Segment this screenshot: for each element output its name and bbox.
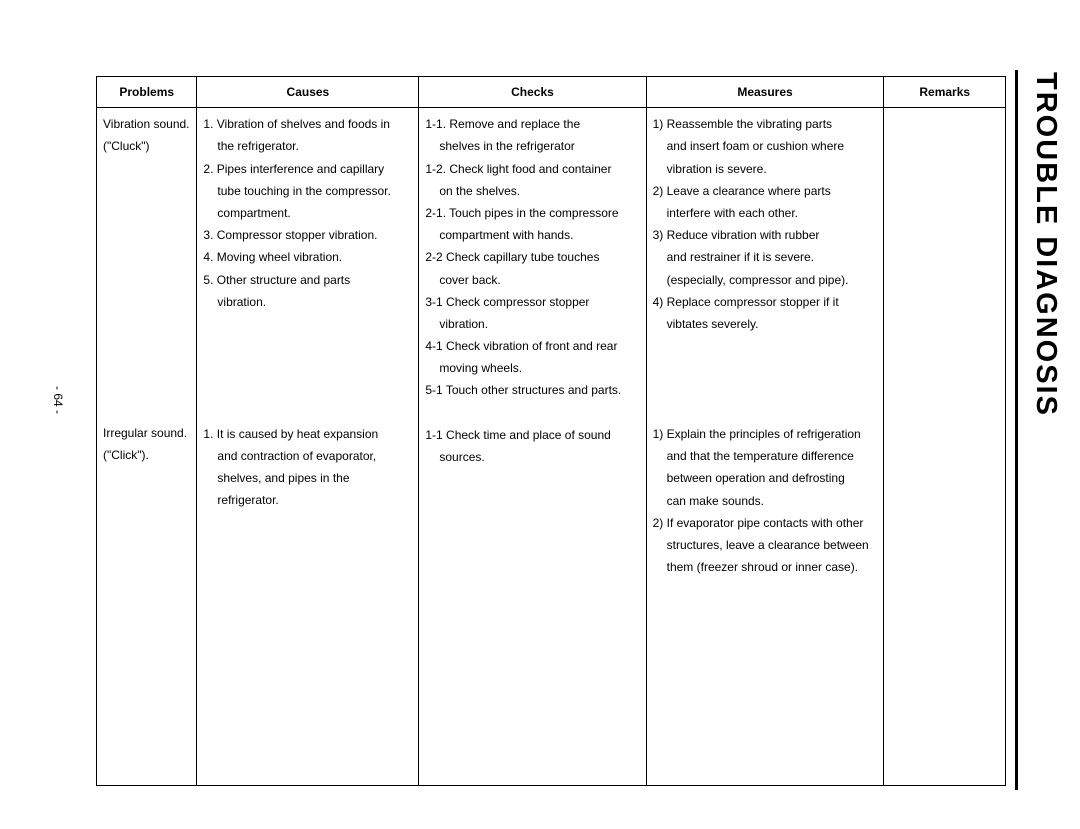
- header-problems: Problems: [97, 77, 197, 108]
- table-header-row: Problems Causes Checks Measures Remarks: [97, 77, 1006, 108]
- cell-checks: 1-1. Remove and replace the shelves in t…: [419, 108, 646, 786]
- header-causes: Causes: [197, 77, 419, 108]
- section-title: TROUBLE DIAGNOSIS: [1022, 72, 1062, 417]
- header-measures: Measures: [646, 77, 884, 108]
- cell-remarks: [884, 108, 1006, 786]
- diagnosis-table-container: Problems Causes Checks Measures Remarks …: [96, 76, 1006, 786]
- title-divider: [1015, 70, 1018, 790]
- cell-measures: 1) Reassemble the vibrating parts and in…: [646, 108, 884, 786]
- table-row: Vibration sound. ("Cluck") Irregular sou…: [97, 108, 1006, 786]
- diagnosis-table: Problems Causes Checks Measures Remarks …: [96, 76, 1006, 786]
- header-remarks: Remarks: [884, 77, 1006, 108]
- header-checks: Checks: [419, 77, 646, 108]
- cell-problems: Vibration sound. ("Cluck") Irregular sou…: [97, 108, 197, 786]
- page-number: - 64 -: [51, 386, 65, 414]
- cell-causes: 1. Vibration of shelves and foods in the…: [197, 108, 419, 786]
